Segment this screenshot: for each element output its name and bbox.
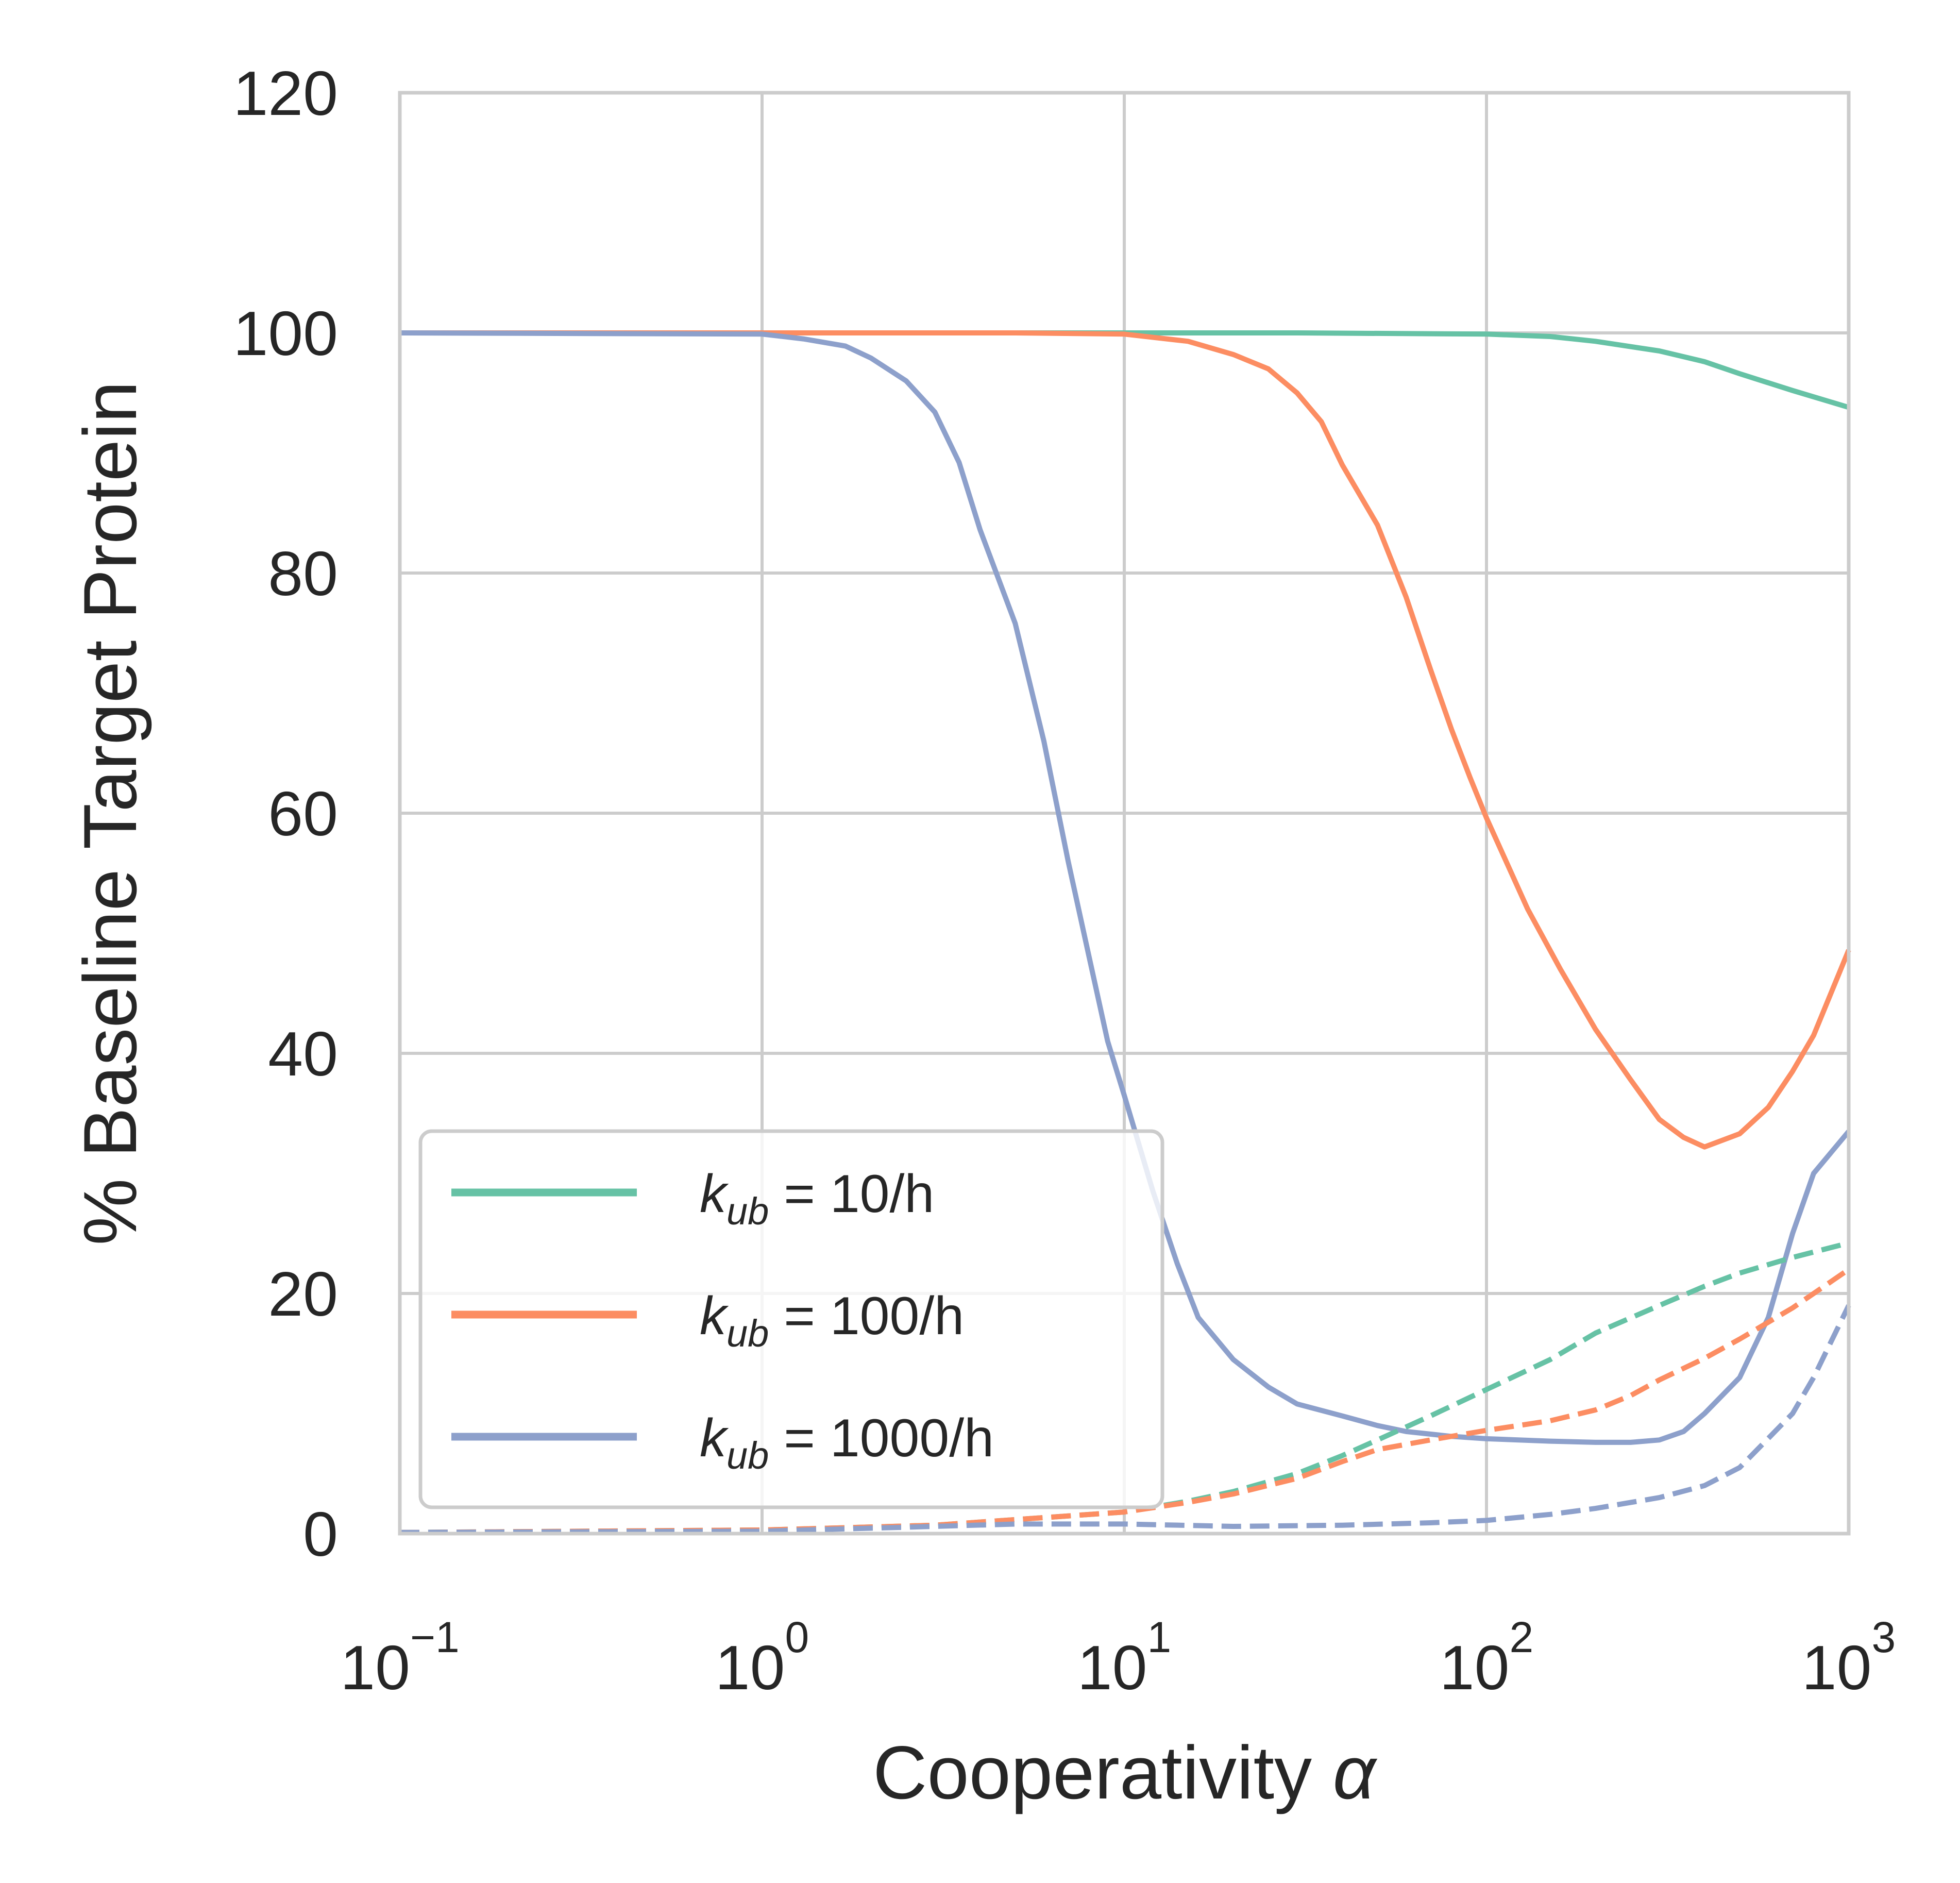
x-tick-exponent: 1 [1147, 1613, 1171, 1661]
plot-area [399, 330, 1851, 1535]
x-axis-title-text: Cooperativity [873, 1730, 1333, 1814]
legend-label: kub = 1000/h [700, 1408, 994, 1477]
x-axis-title-symbol: α [1333, 1730, 1378, 1814]
series-line-3-solid [399, 330, 1851, 1445]
x-axis-ticks: 10−1 100 101 102 103 [340, 1613, 1896, 1703]
x-tick-label: 103 [1802, 1613, 1896, 1703]
x-tick-label: 101 [1077, 1613, 1171, 1703]
legend-value: = 100/h [769, 1286, 964, 1346]
axes-frame [398, 91, 1851, 1536]
x-tick-label: 100 [715, 1613, 809, 1703]
legend-value: = 10/h [769, 1164, 934, 1224]
legend-label: kub = 100/h [700, 1286, 964, 1355]
x-tick-label: 10−1 [340, 1613, 459, 1703]
legend-label: kub = 10/h [700, 1164, 934, 1233]
x-tick-base: 10 [1440, 1633, 1510, 1703]
x-tick-base: 10 [340, 1633, 410, 1703]
x-tick-exponent: −1 [410, 1613, 460, 1661]
y-tick-label: 120 [233, 58, 338, 128]
y-tick-label: 80 [268, 539, 338, 609]
legend-box [418, 1129, 1164, 1509]
x-axis-title: Cooperativity α [873, 1730, 1378, 1814]
y-tick-label: 40 [268, 1019, 338, 1089]
x-tick-exponent: 0 [785, 1613, 809, 1661]
legend-subscript: ub [726, 1312, 769, 1355]
x-tick-exponent: 2 [1509, 1613, 1533, 1661]
legend-value: = 1000/h [769, 1408, 994, 1468]
y-tick-label: 100 [233, 298, 338, 368]
x-tick-base: 10 [1077, 1633, 1147, 1703]
legend-k: k [700, 1286, 729, 1346]
y-tick-label: 0 [303, 1499, 338, 1569]
y-tick-label: 20 [268, 1259, 338, 1329]
x-tick-label: 102 [1440, 1613, 1533, 1703]
x-tick-base: 10 [1802, 1633, 1872, 1703]
series-line-6-dashed [399, 1304, 1851, 1535]
legend-subscript: ub [726, 1190, 769, 1233]
series-line-2-solid [400, 330, 1851, 1150]
legend-k: k [700, 1164, 729, 1224]
y-axis-title: % Baseline Target Protein [68, 381, 152, 1245]
y-axis-ticks: 0 20 40 60 80 100 120 [233, 58, 338, 1569]
series-line-5-dashed [399, 1267, 1850, 1535]
x-tick-exponent: 3 [1871, 1613, 1896, 1661]
y-tick-label: 60 [268, 779, 338, 849]
legend-k: k [700, 1408, 729, 1468]
x-tick-base: 10 [715, 1633, 785, 1703]
legend-subscript: ub [726, 1434, 769, 1477]
